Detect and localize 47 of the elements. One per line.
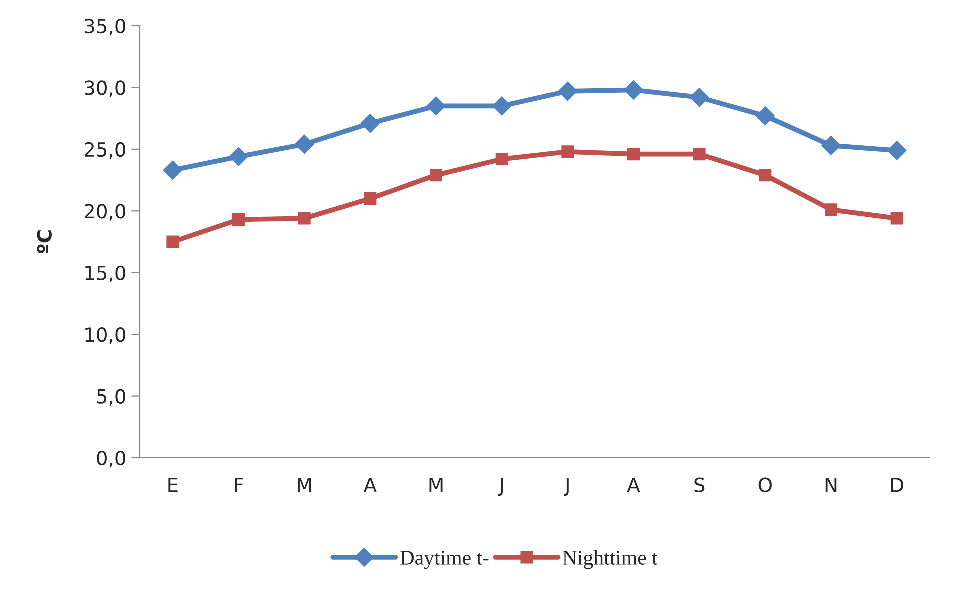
y-tick-label: 30,0 (84, 80, 126, 98)
point (496, 153, 508, 166)
y-tick-label: 0,0 (97, 450, 126, 468)
point (295, 134, 314, 154)
point (232, 214, 245, 226)
point (756, 106, 775, 126)
point (364, 192, 377, 206)
y-tick-label: 20,0 (84, 204, 126, 221)
x-tick-label: E (168, 478, 178, 492)
y-tick-label: 5,0 (97, 389, 126, 406)
x-tick-label: O (758, 478, 772, 492)
x-tick-label: D (892, 478, 904, 492)
x-tick-label: J (564, 478, 569, 496)
point (888, 141, 907, 160)
legend-label: Daytime t- (400, 550, 489, 570)
x-tick-label: S (694, 478, 705, 492)
y-tick-label: 25,0 (84, 142, 126, 160)
point (492, 96, 512, 116)
point (360, 114, 380, 134)
point (624, 80, 644, 100)
point (690, 88, 710, 108)
point (558, 82, 578, 101)
point (166, 236, 180, 248)
point (163, 160, 182, 180)
point (693, 148, 706, 161)
point (890, 212, 904, 225)
y-axis-title: ºC (37, 230, 52, 254)
point (825, 204, 838, 216)
point (229, 147, 248, 166)
point (430, 169, 442, 182)
x-tick-label: F (235, 478, 244, 492)
y-tick-label: 15,0 (86, 266, 126, 283)
point (628, 148, 640, 161)
point (298, 212, 311, 225)
point (562, 146, 574, 158)
legend-label: Nighttime t (562, 550, 658, 570)
x-tick-label: M (430, 478, 443, 492)
point (426, 96, 446, 116)
point (759, 169, 772, 182)
y-tick-label: 35,0 (84, 18, 126, 36)
x-tick-label: J (498, 478, 504, 496)
x-tick-label: N (826, 478, 837, 492)
y-tick-label: 10,0 (86, 328, 126, 344)
x-tick-label: M (298, 478, 312, 492)
x-tick-label: A (627, 478, 640, 492)
point (822, 136, 841, 156)
x-tick-label: A (364, 478, 377, 492)
